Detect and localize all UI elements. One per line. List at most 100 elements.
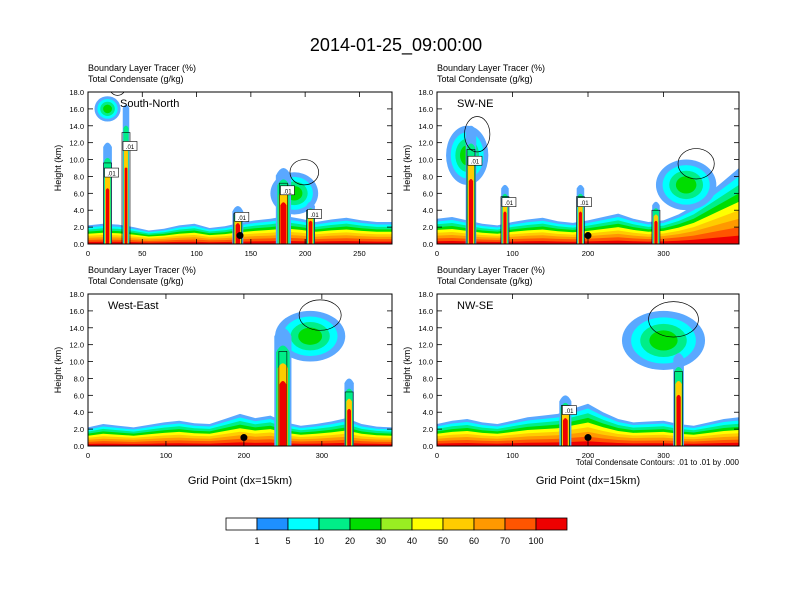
y-tick-label: 16.0 xyxy=(69,105,84,114)
y-tick-label: 14.0 xyxy=(418,324,433,333)
colorbar-swatch xyxy=(287,517,320,531)
y-tick-label: 0.0 xyxy=(423,240,433,249)
condensate-contour xyxy=(121,132,131,244)
y-tick-label: 14.0 xyxy=(69,122,84,131)
x-tick-label: 50 xyxy=(138,249,146,258)
tracer-plume xyxy=(503,211,507,244)
condensate-contour xyxy=(648,301,699,338)
y-tick-label: 14.0 xyxy=(69,324,84,333)
contour-label: .01 xyxy=(471,160,480,166)
contour-label-box xyxy=(562,405,577,415)
x-tick-label: 0 xyxy=(435,451,439,460)
contour-label: .01 xyxy=(238,216,247,222)
plot-area: .01 .01 .01 xyxy=(437,92,739,244)
x-tick-label: 300 xyxy=(657,249,670,258)
colorbar-swatch xyxy=(504,517,537,531)
colorbar-label: 100 xyxy=(528,536,543,546)
contour-label: .01 xyxy=(565,409,574,415)
contour-note: Total Condensate Contours: .01 to .01 by… xyxy=(576,458,740,467)
y-tick-label: 4.0 xyxy=(74,206,84,215)
y-tick-label: 12.0 xyxy=(418,341,433,350)
x-tick-label: 100 xyxy=(190,249,203,258)
y-tick-label: 2.0 xyxy=(423,425,433,434)
y-tick-label: 10.0 xyxy=(418,156,433,165)
condensate-contour xyxy=(289,159,319,186)
y-tick-label: 10.0 xyxy=(418,358,433,367)
y-tick-label: 18.0 xyxy=(69,290,84,299)
tracer-cloud xyxy=(649,330,678,351)
plot-area: .01 xyxy=(437,294,739,446)
plot-area xyxy=(88,294,392,446)
tracer-plume xyxy=(676,394,681,446)
y-tick-label: 0.0 xyxy=(74,240,84,249)
panel-title-condensate: Total Condensate (g/kg) xyxy=(88,276,184,286)
condensate-contour xyxy=(651,209,661,244)
x-tick-label: 0 xyxy=(86,249,90,258)
location-marker xyxy=(584,232,592,240)
contour-label: .01 xyxy=(310,213,319,219)
panel-title-condensate: Total Condensate (g/kg) xyxy=(88,74,184,84)
tracer-plume xyxy=(124,167,128,244)
panel-title-tracer: Boundary Layer Tracer (%) xyxy=(88,63,196,73)
colorbar: 1 5 10 20 30 40 50 60 70 100 xyxy=(225,517,568,546)
colorbar-label: 20 xyxy=(345,536,355,546)
tracer-plume xyxy=(468,178,474,244)
panel-4: Boundary Layer Tracer (%) Total Condensat… xyxy=(402,265,740,487)
condensate-contour xyxy=(464,116,491,153)
x-tick-label: 0 xyxy=(435,249,439,258)
tracer-plume xyxy=(279,380,287,446)
colorbar-label: 30 xyxy=(376,536,386,546)
y-tick-label: 12.0 xyxy=(69,341,84,350)
contour-label-box xyxy=(501,197,517,207)
condensate-contour xyxy=(110,92,125,96)
x-tick-label: 200 xyxy=(582,451,595,460)
y-axis-label: Height (km) xyxy=(53,145,63,192)
colorbar-label: 50 xyxy=(438,536,448,546)
y-tick-label: 8.0 xyxy=(423,374,433,383)
y-tick-label: 10.0 xyxy=(69,358,84,367)
y-tick-label: 10.0 xyxy=(69,156,84,165)
panel-label: SW-NE xyxy=(457,98,493,110)
colorbar-label: 60 xyxy=(469,536,479,546)
contour-label: .01 xyxy=(107,172,116,178)
contour-label-box xyxy=(122,141,138,151)
x-tick-label: 0 xyxy=(86,451,90,460)
y-tick-label: 4.0 xyxy=(423,206,433,215)
y-tick-label: 8.0 xyxy=(74,172,84,181)
y-tick-label: 4.0 xyxy=(74,408,84,417)
condensate-contour xyxy=(674,371,683,446)
tracer-cloud xyxy=(675,176,697,194)
colorbar-swatch xyxy=(380,517,413,531)
tracer-plume xyxy=(562,418,568,446)
panel-3: Boundary Layer Tracer (%)Total Condensat… xyxy=(53,265,393,487)
colorbar-swatch xyxy=(411,517,444,531)
colorbar-swatch xyxy=(349,517,382,531)
x-tick-label: 200 xyxy=(582,249,595,258)
colorbar-swatch xyxy=(225,517,258,531)
panel-title-tracer: Boundary Layer Tracer (%) xyxy=(437,63,545,73)
y-tick-label: 16.0 xyxy=(418,307,433,316)
condensate-contour xyxy=(466,149,476,244)
colorbar-swatch xyxy=(473,517,506,531)
x-tick-label: 100 xyxy=(506,451,519,460)
panel-2: Boundary Layer Tracer (%)Total Condensat… xyxy=(402,63,740,258)
y-tick-label: 12.0 xyxy=(418,139,433,148)
boundary-layer-band xyxy=(437,210,739,244)
tracer-cloud xyxy=(298,327,323,345)
y-tick-label: 2.0 xyxy=(423,223,433,232)
x-tick-label: 100 xyxy=(160,451,173,460)
y-tick-label: 18.0 xyxy=(69,88,84,97)
y-tick-label: 6.0 xyxy=(423,391,433,400)
panel-title-tracer: Boundary Layer Tracer (%) xyxy=(437,265,545,275)
condensate-contour xyxy=(298,299,342,331)
y-tick-label: 6.0 xyxy=(74,189,84,198)
location-marker xyxy=(584,434,592,442)
tracer-plume xyxy=(308,220,313,244)
y-tick-label: 4.0 xyxy=(423,408,433,417)
location-marker xyxy=(240,434,248,442)
y-axis-label: Height (km) xyxy=(402,145,412,192)
panel-1: Boundary Layer Tracer (%)Total Condensat… xyxy=(53,63,393,258)
y-tick-label: 16.0 xyxy=(418,105,433,114)
x-axis-label: Grid Point (dx=15km) xyxy=(188,475,292,487)
